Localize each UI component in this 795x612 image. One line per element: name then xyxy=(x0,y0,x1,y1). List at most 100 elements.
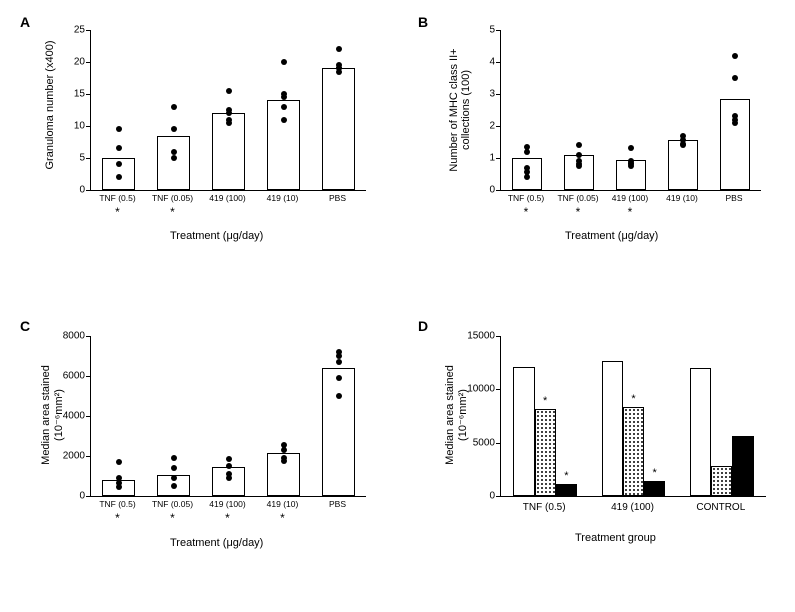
significance-star: * xyxy=(576,205,581,219)
data-point xyxy=(281,455,287,461)
group-label: 419 (100) xyxy=(611,502,654,513)
data-point xyxy=(628,158,634,164)
significance-star: * xyxy=(170,205,175,219)
bar xyxy=(690,368,711,496)
significance-star: * xyxy=(225,511,230,525)
data-point xyxy=(171,155,177,161)
significance-star: * xyxy=(564,470,568,482)
bar xyxy=(535,409,556,496)
ytick-label: 5 xyxy=(489,25,501,36)
x-axis-label: Treatment (μg/day) xyxy=(170,230,263,242)
data-point xyxy=(336,349,342,355)
category-label: 419 (10) xyxy=(267,194,299,203)
bar xyxy=(322,368,355,496)
data-point xyxy=(171,149,177,155)
category-label: 419 (10) xyxy=(267,500,299,509)
data-point xyxy=(171,455,177,461)
data-point xyxy=(226,88,232,94)
ytick-label: 15000 xyxy=(467,331,501,342)
x-axis-label: Treatment group xyxy=(575,532,656,544)
bar xyxy=(732,436,753,496)
panel-c-label: C xyxy=(20,318,30,334)
ytick-label: 25 xyxy=(74,25,91,36)
data-point xyxy=(628,145,634,151)
ytick-label: 2 xyxy=(489,121,501,132)
significance-star: * xyxy=(628,205,633,219)
significance-star: * xyxy=(524,205,529,219)
group-label: CONTROL xyxy=(696,502,745,513)
bar xyxy=(602,361,623,496)
significance-star: * xyxy=(543,395,547,407)
panel-c-plot-area: 02000400060008000 xyxy=(90,336,366,497)
data-point xyxy=(171,465,177,471)
data-point xyxy=(576,158,582,164)
data-point xyxy=(116,161,122,167)
data-point xyxy=(281,117,287,123)
data-point xyxy=(336,46,342,52)
ytick-label: 10000 xyxy=(467,384,501,395)
data-point xyxy=(226,471,232,477)
data-point xyxy=(576,142,582,148)
ytick-label: 5000 xyxy=(473,437,501,448)
data-point xyxy=(116,459,122,465)
category-label: TNF (0.05) xyxy=(557,194,598,203)
category-label: TNF (0.5) xyxy=(508,194,544,203)
data-point xyxy=(732,75,738,81)
bar xyxy=(267,100,300,190)
panel-a-plot-area: 0510152025 xyxy=(90,30,366,191)
data-point xyxy=(336,393,342,399)
group-label: TNF (0.5) xyxy=(523,502,566,513)
panel-d-label: D xyxy=(418,318,428,334)
bar xyxy=(556,484,577,496)
significance-star: * xyxy=(115,511,120,525)
ytick-label: 1 xyxy=(489,153,501,164)
data-point xyxy=(226,107,232,113)
significance-star: * xyxy=(280,511,285,525)
category-label: TNF (0.5) xyxy=(99,194,135,203)
ytick-label: 8000 xyxy=(63,331,91,342)
category-label: TNF (0.05) xyxy=(152,500,193,509)
data-point xyxy=(116,174,122,180)
ytick-label: 5 xyxy=(79,153,91,164)
ytick-label: 0 xyxy=(79,185,91,196)
data-point xyxy=(336,375,342,381)
x-axis-label: Treatment (μg/day) xyxy=(565,230,658,242)
significance-star: * xyxy=(170,511,175,525)
ytick-label: 4000 xyxy=(63,411,91,422)
y-axis-label: Median area stained(10⁻⁶mm²) xyxy=(444,330,469,500)
x-axis-label: Treatment (μg/day) xyxy=(170,537,263,549)
ytick-label: 0 xyxy=(489,491,501,502)
data-point xyxy=(226,463,232,469)
data-point xyxy=(116,475,122,481)
ytick-label: 0 xyxy=(489,185,501,196)
data-point xyxy=(226,117,232,123)
data-point xyxy=(680,133,686,139)
data-point xyxy=(732,113,738,119)
category-label: 419 (100) xyxy=(209,194,245,203)
data-point xyxy=(171,475,177,481)
category-label: TNF (0.05) xyxy=(152,194,193,203)
ytick-label: 20 xyxy=(74,57,91,68)
data-point xyxy=(281,91,287,97)
category-label: TNF (0.5) xyxy=(99,500,135,509)
data-point xyxy=(524,144,530,150)
category-label: 419 (10) xyxy=(666,194,698,203)
data-point xyxy=(576,152,582,158)
bar xyxy=(644,481,665,496)
category-label: 419 (100) xyxy=(209,500,245,509)
panel-a-label: A xyxy=(20,14,30,30)
ytick-label: 0 xyxy=(79,491,91,502)
data-point xyxy=(171,126,177,132)
y-axis-label: Granuloma number (x400) xyxy=(44,20,56,190)
panel-b-plot-area: 012345 xyxy=(500,30,761,191)
data-point xyxy=(116,145,122,151)
data-point xyxy=(281,442,287,448)
y-axis-label: Number of MHC class II+collections (100) xyxy=(448,25,472,195)
significance-star: * xyxy=(631,393,635,405)
panel-d-plot-area: 050001000015000**** xyxy=(500,336,766,497)
data-point xyxy=(732,53,738,59)
ytick-label: 6000 xyxy=(63,371,91,382)
ytick-label: 2000 xyxy=(63,451,91,462)
ytick-label: 10 xyxy=(74,121,91,132)
bar xyxy=(623,407,644,496)
